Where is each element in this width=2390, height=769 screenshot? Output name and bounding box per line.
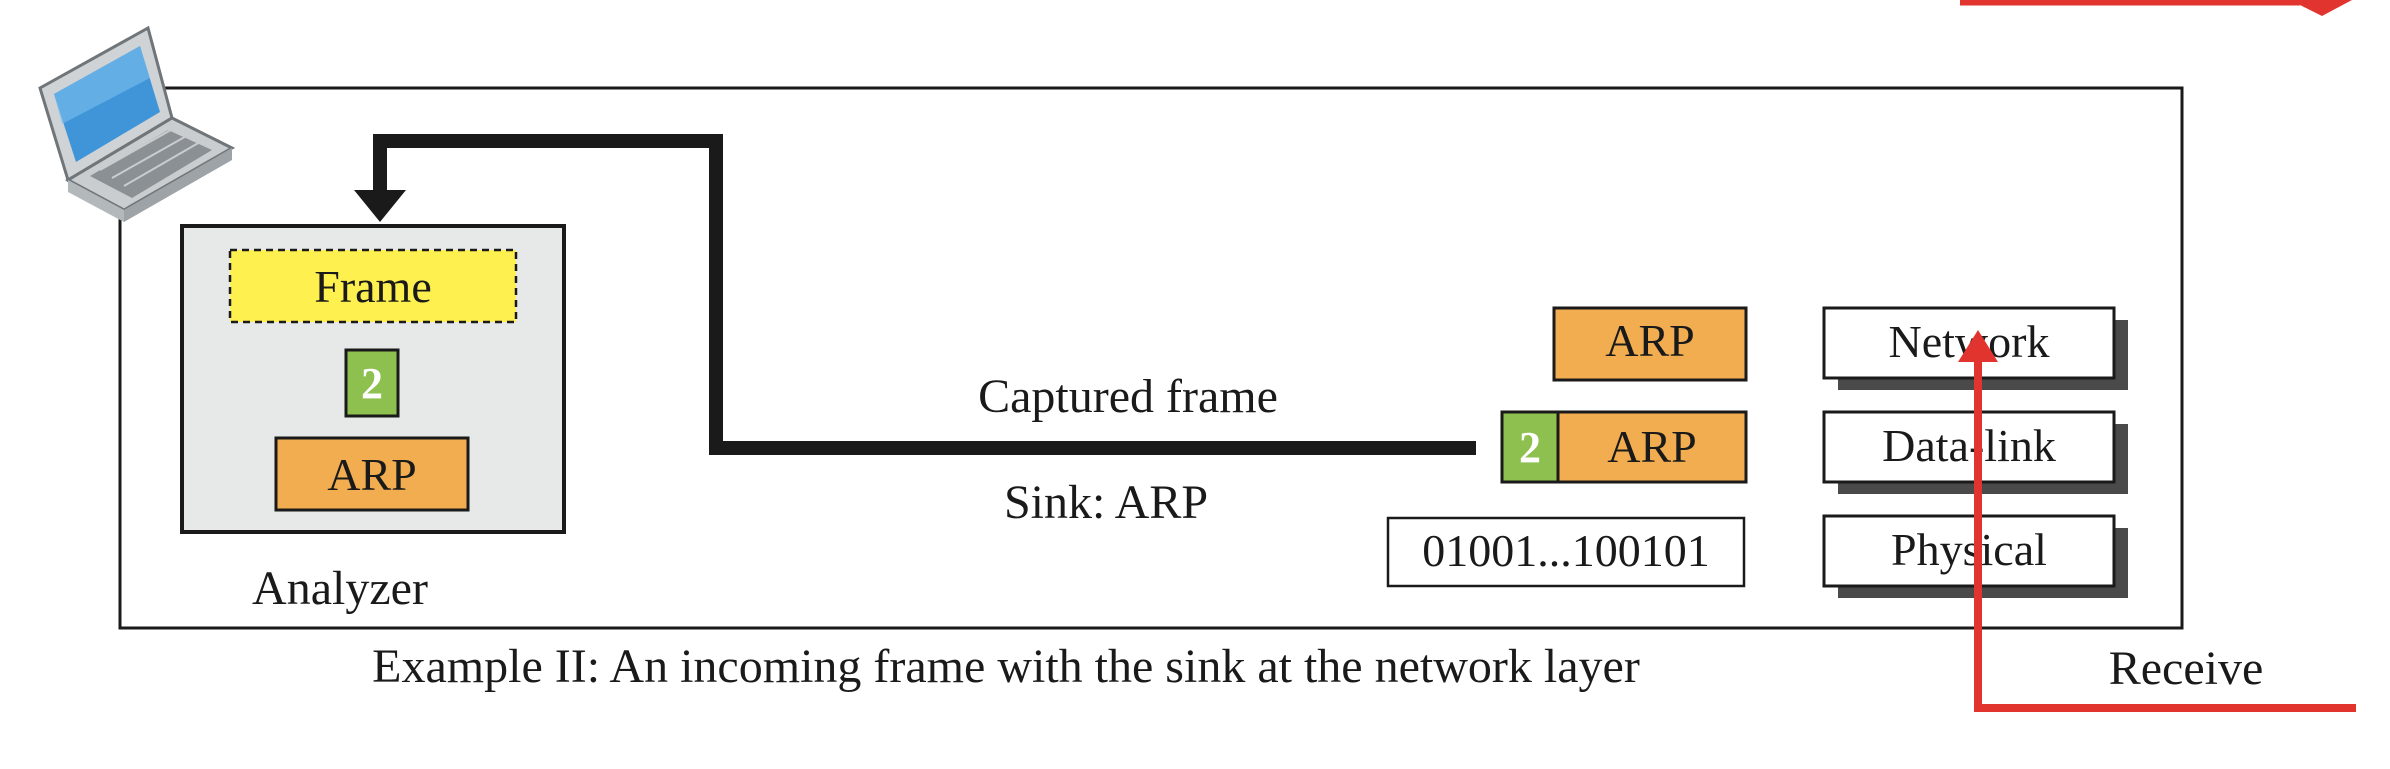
bits-label: 01001...100101	[1422, 525, 1710, 576]
layer-physical-label: Physical	[1891, 524, 2047, 575]
capture-path	[354, 134, 1476, 455]
analyzer-label: Analyzer	[252, 562, 428, 615]
caption: Example II: An incoming frame with the s…	[372, 640, 1640, 693]
layer-network: Network	[1822, 306, 2128, 390]
captured-frame-label: Captured frame	[978, 370, 1278, 423]
datalink-header-box	[1500, 410, 1560, 484]
layer-datalink-label: Data-link	[1882, 420, 2056, 471]
top-red-arrow	[1960, 0, 2352, 16]
analyzer-arp-box	[274, 436, 470, 512]
analyzer-header-box	[344, 348, 400, 418]
analyzer-header-number: 2	[361, 359, 383, 408]
sink-label: Sink: ARP	[1004, 476, 1208, 529]
receive-label: Receive	[2109, 642, 2264, 695]
network-arp-box	[1552, 306, 1748, 382]
outer-frame	[118, 86, 2184, 630]
datalink-arp-box	[1556, 410, 1748, 484]
frame-box	[228, 248, 518, 324]
receive-arrow	[1958, 330, 2356, 712]
datalink-arp-label: ARP	[1607, 421, 1696, 472]
network-arp-label: ARP	[1605, 315, 1694, 366]
laptop-icon	[38, 25, 236, 222]
bits-box	[1386, 516, 1746, 588]
analyzer-arp-label: ARP	[327, 449, 416, 500]
layer-datalink: Data-link	[1822, 410, 2128, 494]
frame-label: Frame	[314, 261, 432, 312]
layer-physical: Physical	[1822, 514, 2128, 598]
datalink-header-number: 2	[1519, 423, 1541, 472]
